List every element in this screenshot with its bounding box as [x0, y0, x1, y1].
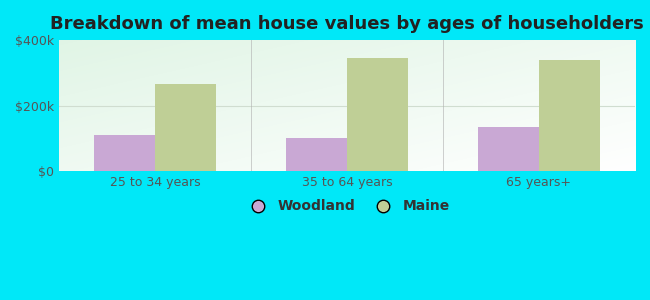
- Legend: Woodland, Maine: Woodland, Maine: [239, 194, 456, 219]
- Title: Breakdown of mean house values by ages of householders: Breakdown of mean house values by ages o…: [50, 15, 644, 33]
- Bar: [347, 58, 408, 171]
- Bar: [94, 135, 155, 171]
- Bar: [539, 60, 601, 171]
- Bar: [155, 84, 216, 171]
- Bar: [478, 127, 539, 171]
- Bar: [285, 138, 347, 171]
